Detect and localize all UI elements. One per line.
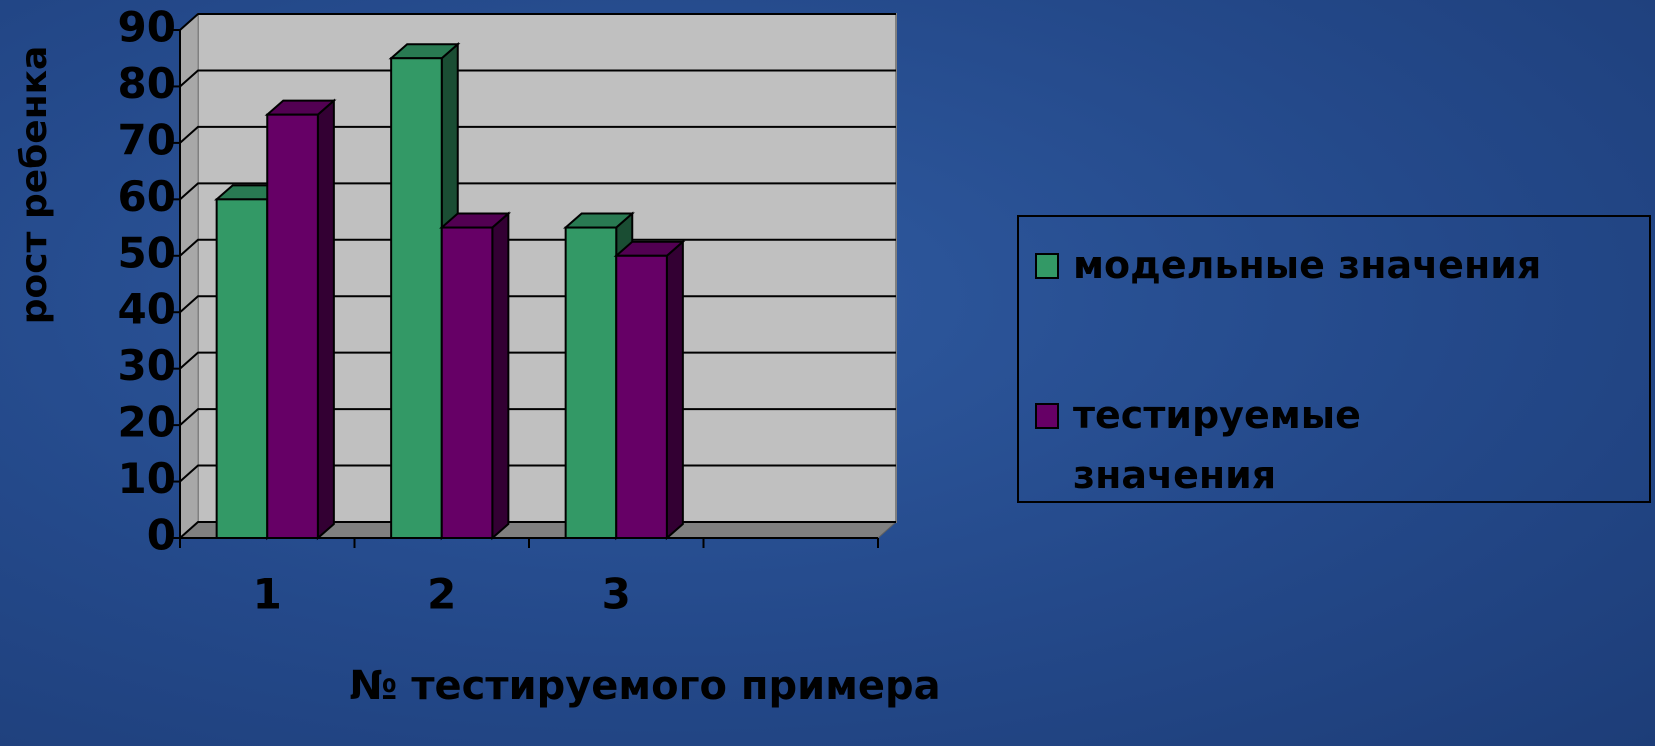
bar xyxy=(440,226,494,540)
legend-entry: тестируемые значения xyxy=(1035,385,1553,505)
x-tick-label: 3 xyxy=(602,570,631,619)
grid-line xyxy=(179,125,896,144)
legend-label: тестируемые значения xyxy=(1073,393,1361,497)
bar-side xyxy=(665,239,684,541)
legend-swatch xyxy=(1035,253,1059,279)
x-tick-label: 2 xyxy=(427,570,456,619)
side-wall xyxy=(179,12,199,540)
x-tick-label: 1 xyxy=(253,570,282,619)
legend-label: модельные значения xyxy=(1073,243,1542,287)
x-axis-title: № тестируемого примера xyxy=(349,663,940,709)
y-tick-label: 0 xyxy=(147,511,176,560)
grid-line xyxy=(179,182,896,201)
y-tick-label: 30 xyxy=(118,341,176,390)
bar-side xyxy=(491,211,510,541)
y-tick-label: 70 xyxy=(118,115,176,164)
legend-entry: модельные значения xyxy=(1035,235,1553,295)
grid-line xyxy=(179,13,896,31)
legend: модельные значения тестируемые значения xyxy=(1017,215,1651,503)
y-tick-label: 20 xyxy=(118,398,176,447)
y-tick-label: 50 xyxy=(118,228,176,277)
bar xyxy=(215,198,269,539)
legend-swatch xyxy=(1035,403,1059,429)
y-tick-label: 10 xyxy=(118,454,176,503)
y-tick-label: 90 xyxy=(118,3,176,52)
bar xyxy=(266,113,319,540)
y-tick-label: 80 xyxy=(118,59,176,108)
bar xyxy=(390,57,443,539)
bar-side xyxy=(316,98,335,541)
y-axis-title: рост ребенка xyxy=(14,46,55,325)
y-tick-label: 40 xyxy=(118,285,176,334)
bar xyxy=(564,226,618,540)
grid-line xyxy=(179,238,896,257)
grid-line xyxy=(179,69,896,88)
bar xyxy=(615,254,668,539)
y-tick-label: 60 xyxy=(118,172,176,221)
